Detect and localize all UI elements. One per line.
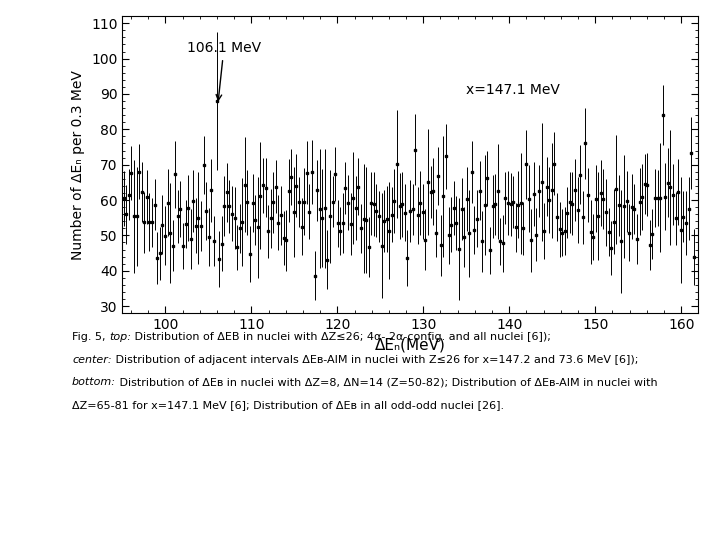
Text: center:: center: [72, 355, 112, 365]
Text: bottom:: bottom: [72, 377, 116, 388]
Text: x=147.1 MeV: x=147.1 MeV [467, 84, 560, 97]
X-axis label: ΔEₙ(MeV): ΔEₙ(MeV) [375, 338, 446, 353]
Text: 106.1 MeV: 106.1 MeV [187, 41, 261, 100]
Text: Fig. 5,: Fig. 5, [72, 332, 109, 342]
Text: top:: top: [109, 332, 131, 342]
Y-axis label: Number of ΔEₙ per 0.3 MeV: Number of ΔEₙ per 0.3 MeV [71, 70, 86, 260]
Text: Distribution of ΔEB in nuclei with ΔZ≤26; 4α- 2α-config. and all nuclei [6]);: Distribution of ΔEB in nuclei with ΔZ≤26… [131, 332, 551, 342]
Text: Distribution of adjacent intervals ΔEʙ-AIM in nuclei with Z≤26 for x=147.2 and 7: Distribution of adjacent intervals ΔEʙ-A… [112, 355, 638, 365]
Text: ΔZ=65-81 for x=147.1 MeV [6]; Distribution of ΔEʙ in all odd-odd nuclei [26].: ΔZ=65-81 for x=147.1 MeV [6]; Distributi… [72, 400, 504, 410]
Text: Distribution of ΔEʙ in nuclei with ΔZ=8, ΔN=14 (Z=50-82); Distribution of ΔEʙ-AI: Distribution of ΔEʙ in nuclei with ΔZ=8,… [116, 377, 657, 388]
